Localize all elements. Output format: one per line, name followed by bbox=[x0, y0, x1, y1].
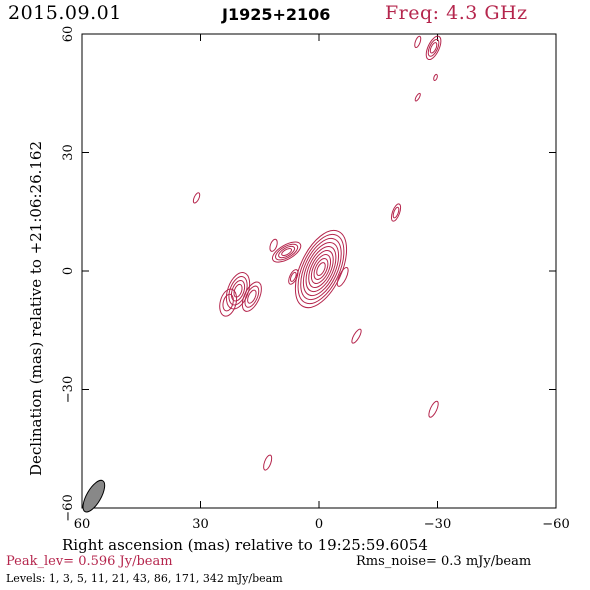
beam-ellipse bbox=[82, 479, 106, 513]
contour-line bbox=[269, 238, 278, 252]
contour-component bbox=[390, 203, 402, 222]
contour-line bbox=[233, 283, 243, 298]
contour-component bbox=[241, 281, 262, 312]
beam-shape bbox=[82, 479, 106, 513]
contour-line bbox=[219, 288, 238, 317]
contour-line bbox=[247, 289, 257, 304]
contour-line bbox=[225, 272, 251, 310]
y-tick-label: 60 bbox=[61, 26, 76, 43]
x-tick-label: 60 bbox=[74, 517, 91, 532]
contour-line bbox=[275, 243, 299, 261]
contour-line bbox=[351, 328, 362, 344]
y-tick-label: 0 bbox=[61, 267, 76, 275]
contour-line bbox=[336, 266, 349, 287]
axis-ticks bbox=[81, 33, 557, 509]
y-tick-label: −60 bbox=[61, 494, 76, 521]
contour-line bbox=[428, 400, 439, 418]
contour-line bbox=[310, 254, 332, 284]
contour-line bbox=[281, 248, 293, 257]
contour-line bbox=[278, 245, 296, 259]
contour-line bbox=[297, 233, 345, 305]
source-name: J1925+2106 bbox=[222, 5, 331, 24]
contour-levels: Levels: 1, 3, 5, 11, 21, 43, 86, 171, 34… bbox=[6, 572, 283, 585]
contour-layer bbox=[192, 35, 442, 471]
contour-line bbox=[288, 269, 299, 285]
contour-component bbox=[336, 266, 349, 287]
contour-line bbox=[241, 281, 262, 312]
contour-line bbox=[316, 262, 326, 276]
x-tick-label: −30 bbox=[424, 517, 451, 532]
contour-line bbox=[289, 271, 297, 282]
contour-component bbox=[271, 241, 302, 263]
observation-date: 2015.09.01 bbox=[8, 2, 122, 24]
contour-line bbox=[300, 237, 342, 301]
contour-line bbox=[414, 35, 422, 49]
contour-component bbox=[433, 73, 438, 81]
contour-component bbox=[428, 400, 439, 418]
contour-line bbox=[425, 35, 442, 61]
contour-line bbox=[433, 73, 438, 81]
contour-line bbox=[294, 229, 348, 309]
contour-component bbox=[219, 288, 238, 317]
contour-line bbox=[222, 293, 234, 312]
contour-line bbox=[192, 192, 201, 204]
contour-component bbox=[288, 269, 299, 285]
frequency-label: Freq: 4.3 GHz bbox=[385, 2, 528, 24]
plot-frame bbox=[81, 33, 557, 509]
x-axis-label: Right ascension (mas) relative to 19:25:… bbox=[62, 536, 428, 554]
contour-line bbox=[244, 285, 260, 308]
contour-component bbox=[425, 35, 442, 61]
x-tick-label: −60 bbox=[542, 517, 569, 532]
contour-line bbox=[313, 258, 329, 280]
contour-component bbox=[414, 92, 421, 102]
contour-line bbox=[305, 246, 337, 293]
contour-component bbox=[414, 35, 422, 49]
contour-line bbox=[429, 42, 438, 54]
rms-noise: Rms_noise= 0.3 mJy/beam bbox=[356, 554, 532, 569]
y-tick-label: −30 bbox=[61, 376, 76, 403]
contour-line bbox=[392, 206, 400, 219]
peak-level: Peak_lev= 0.596 Jy/beam bbox=[6, 554, 173, 569]
contour-line bbox=[414, 92, 421, 102]
contour-component bbox=[294, 229, 348, 309]
contour-line bbox=[390, 203, 402, 222]
contour-line bbox=[230, 279, 246, 302]
contour-line bbox=[302, 242, 340, 297]
y-tick-label: 30 bbox=[61, 144, 76, 161]
y-axis-label: Declination (mas) relative to +21:06:26.… bbox=[27, 141, 45, 476]
contour-line bbox=[308, 250, 334, 289]
x-tick-label: 0 bbox=[315, 517, 323, 532]
x-tick-labels: 60 30 0 −30 −60 bbox=[74, 517, 570, 532]
contour-component bbox=[269, 238, 278, 252]
contour-component bbox=[192, 192, 201, 204]
contour-line bbox=[263, 454, 273, 471]
contour-line bbox=[427, 38, 440, 57]
y-tick-labels: −60 −30 0 30 60 bbox=[61, 26, 76, 522]
contour-component bbox=[263, 454, 273, 471]
contour-line bbox=[271, 241, 302, 263]
contour-component bbox=[351, 328, 362, 344]
x-tick-label: 30 bbox=[192, 517, 209, 532]
